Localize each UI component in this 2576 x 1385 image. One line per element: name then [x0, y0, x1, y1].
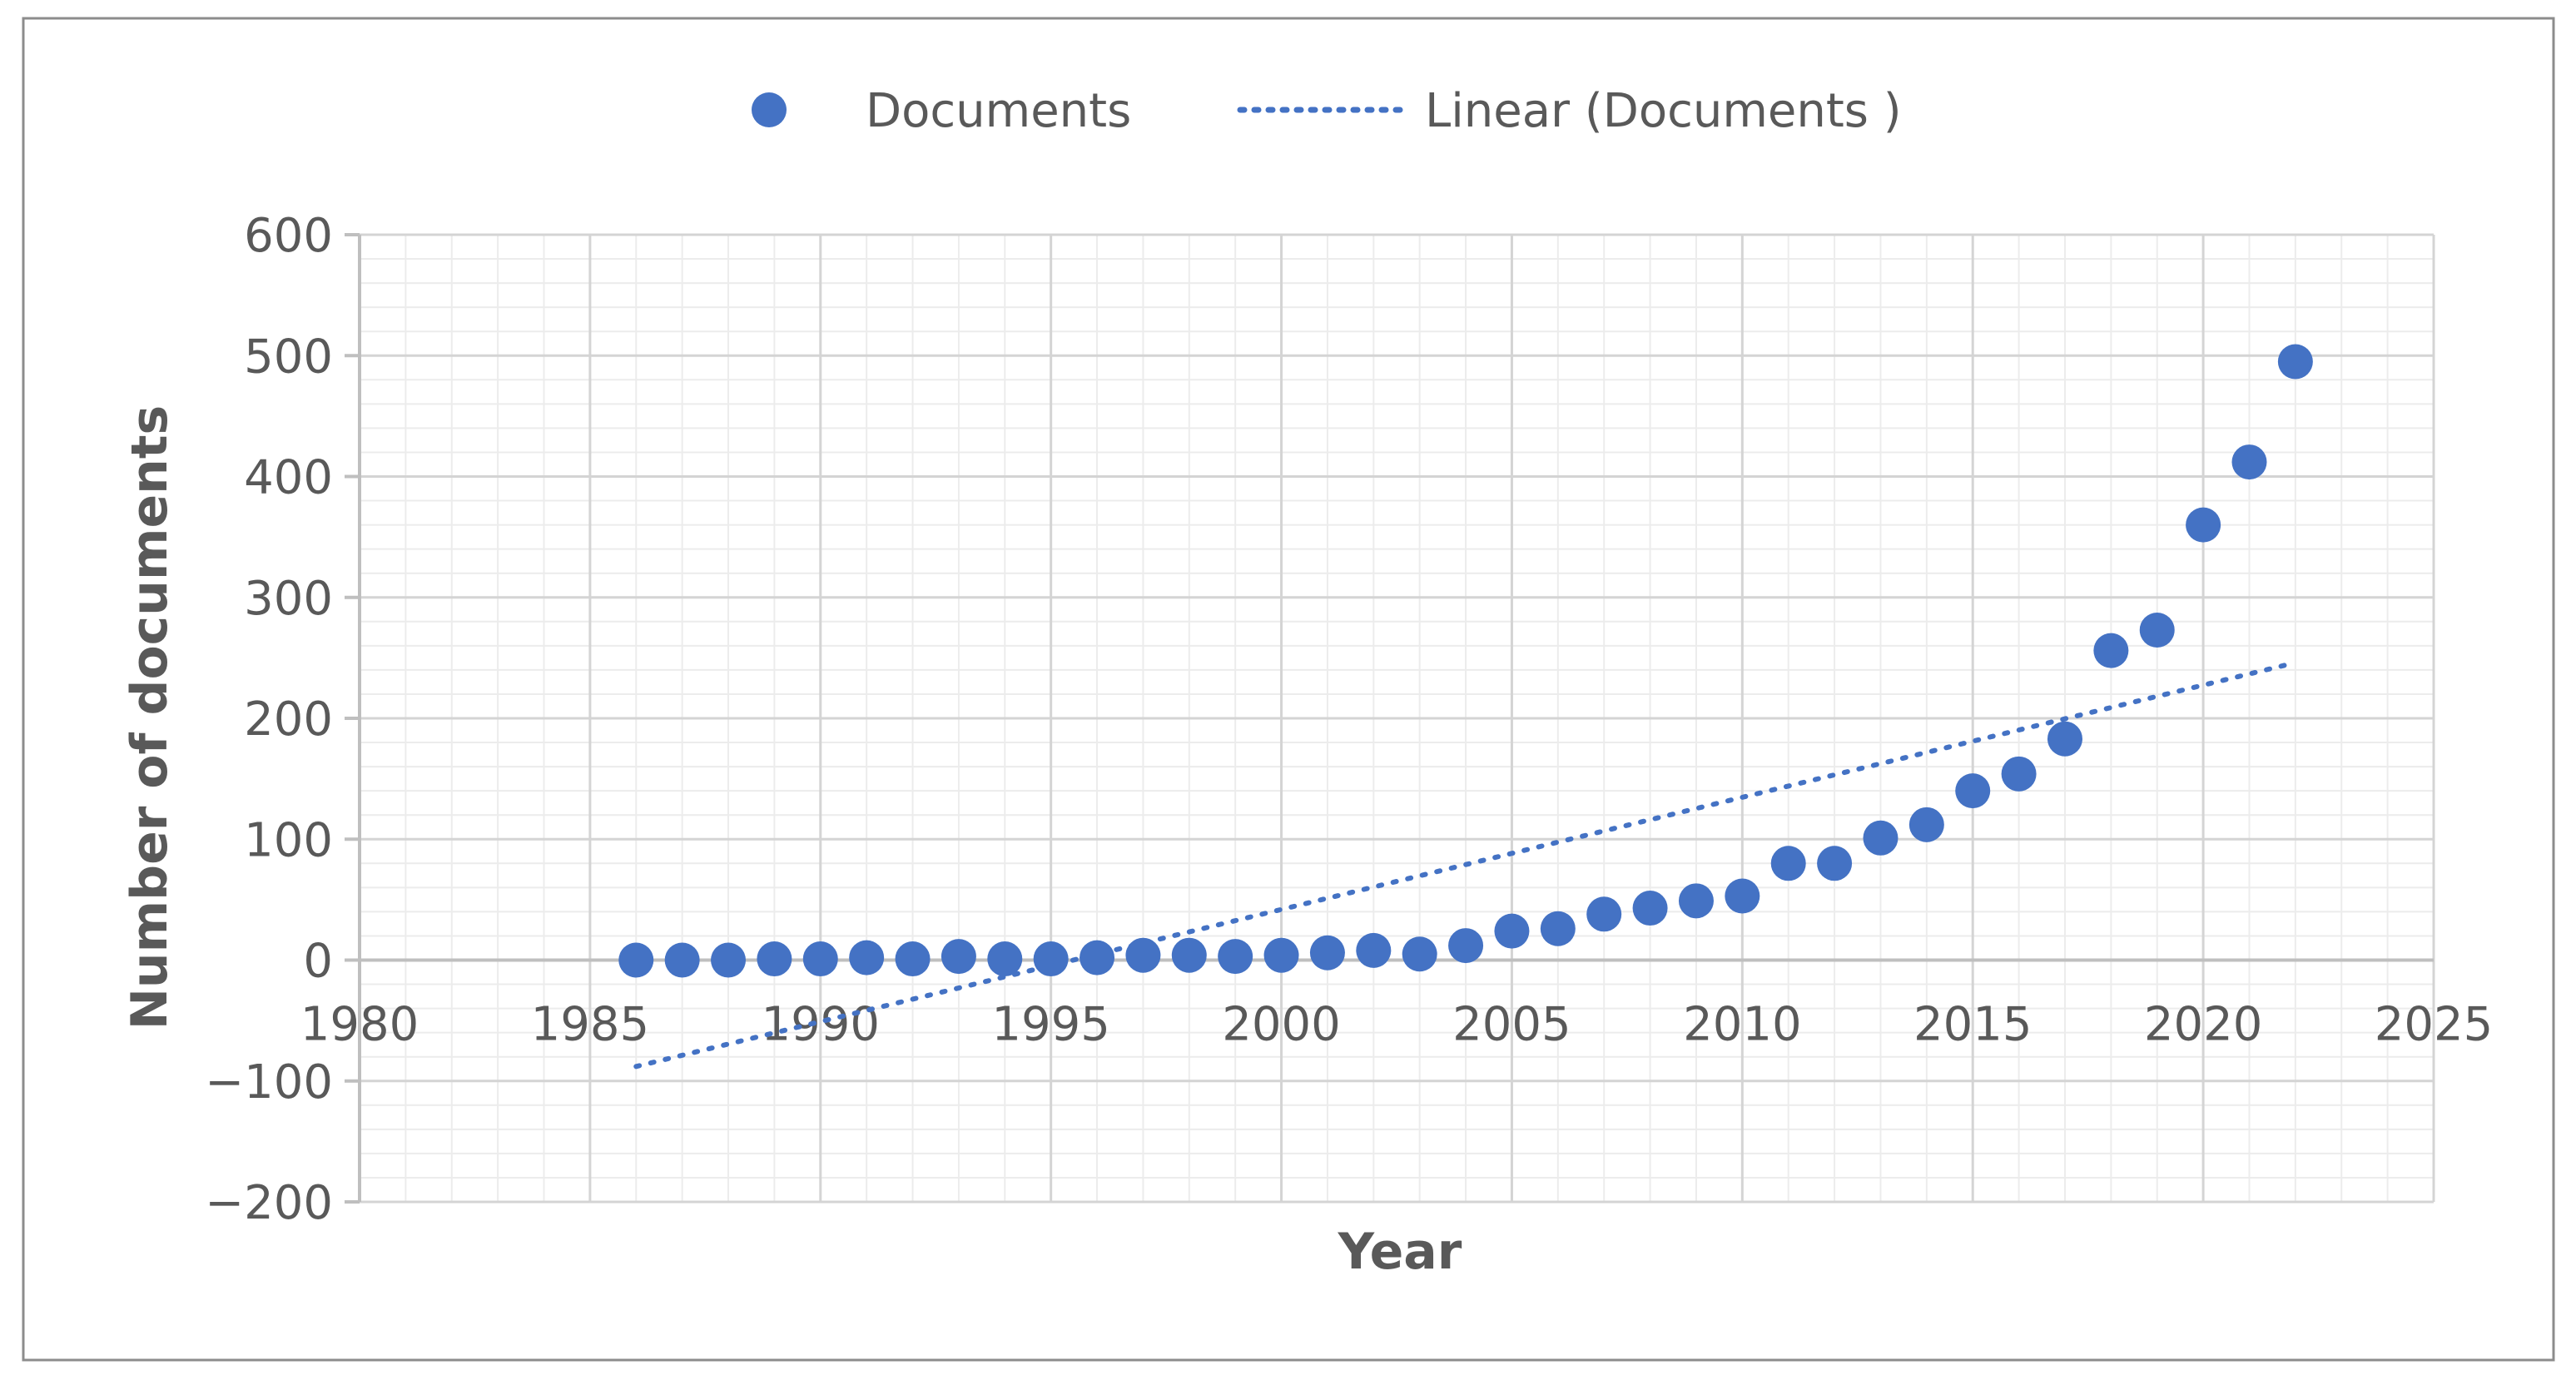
y-tick-labels: 600 500 400 300 200 100 0 −100 −200	[205, 209, 333, 1230]
data-point	[1540, 911, 1576, 946]
x-axis-title: Year	[1338, 1223, 1462, 1281]
legend: Documents Linear (Documents )	[752, 84, 1902, 138]
data-point	[1908, 807, 1944, 842]
x-tick-label: 1995	[991, 998, 1110, 1052]
data-point	[1678, 883, 1714, 919]
data-point	[1263, 937, 1299, 973]
x-tick-labels: 1980 1985 1990 1995 2000 2005 2010 2015 2020 2025	[300, 998, 2494, 1052]
legend-label-documents: Documents	[866, 84, 1131, 138]
data-point	[2139, 612, 2175, 648]
y-tick-label: 500	[244, 330, 333, 384]
y-tick-label: 200	[244, 692, 333, 747]
data-point	[1080, 940, 1115, 975]
data-point	[1863, 820, 1898, 856]
data-point	[2047, 721, 2082, 757]
x-tick-label: 2025	[2375, 998, 2494, 1052]
y-tick-label: 100	[244, 813, 333, 867]
data-point	[1402, 936, 1437, 972]
legend-marker-documents	[752, 92, 787, 127]
data-point	[1494, 913, 1530, 949]
data-points-layer	[618, 344, 2313, 978]
data-point	[2001, 756, 2037, 792]
data-point	[2093, 633, 2129, 668]
axes	[345, 233, 2434, 1204]
data-point	[664, 942, 700, 978]
data-point	[1125, 937, 1161, 973]
data-point	[1586, 896, 1622, 932]
data-point	[1632, 891, 1668, 926]
data-point	[1356, 932, 1392, 968]
data-point	[849, 940, 885, 975]
data-point	[757, 941, 792, 977]
data-point	[987, 941, 1023, 977]
x-tick-label: 1985	[531, 998, 650, 1052]
x-tick-label: 2015	[1913, 998, 2033, 1052]
data-point	[1448, 928, 1484, 964]
data-point	[1033, 941, 1069, 977]
data-point	[2277, 344, 2313, 380]
data-point	[1309, 935, 1345, 970]
x-tick-label: 1980	[300, 998, 419, 1052]
data-point	[1218, 939, 1253, 975]
data-point	[1955, 773, 1991, 809]
x-tick-label: 1990	[762, 998, 881, 1052]
data-point	[1725, 878, 1760, 914]
trendline	[633, 660, 2298, 1070]
data-point	[1770, 846, 1806, 881]
x-tick-label: 2020	[2144, 998, 2263, 1052]
legend-label-trendline: Linear (Documents )	[1425, 84, 1902, 138]
data-point	[802, 941, 838, 977]
data-point	[618, 942, 654, 978]
y-tick-label: 600	[244, 209, 333, 263]
y-tick-label: 0	[303, 935, 333, 989]
x-tick-label: 2000	[1222, 998, 1341, 1052]
data-point	[2231, 444, 2267, 480]
y-tick-label: −200	[205, 1176, 333, 1230]
x-tick-label: 2005	[1452, 998, 1571, 1052]
data-point	[711, 942, 747, 978]
data-point	[2186, 507, 2221, 543]
data-point	[1817, 846, 1853, 881]
y-tick-label: 300	[244, 572, 333, 626]
x-tick-label: 2010	[1683, 998, 1802, 1052]
y-tick-label: −100	[205, 1055, 333, 1109]
chart-frame	[22, 17, 2555, 1362]
data-point	[941, 939, 976, 975]
y-axis-title: Number of documents	[121, 405, 179, 1030]
trendline-layer	[633, 660, 2298, 1070]
y-tick-label: 400	[244, 451, 333, 505]
data-point	[1171, 937, 1207, 973]
data-point	[895, 941, 931, 977]
